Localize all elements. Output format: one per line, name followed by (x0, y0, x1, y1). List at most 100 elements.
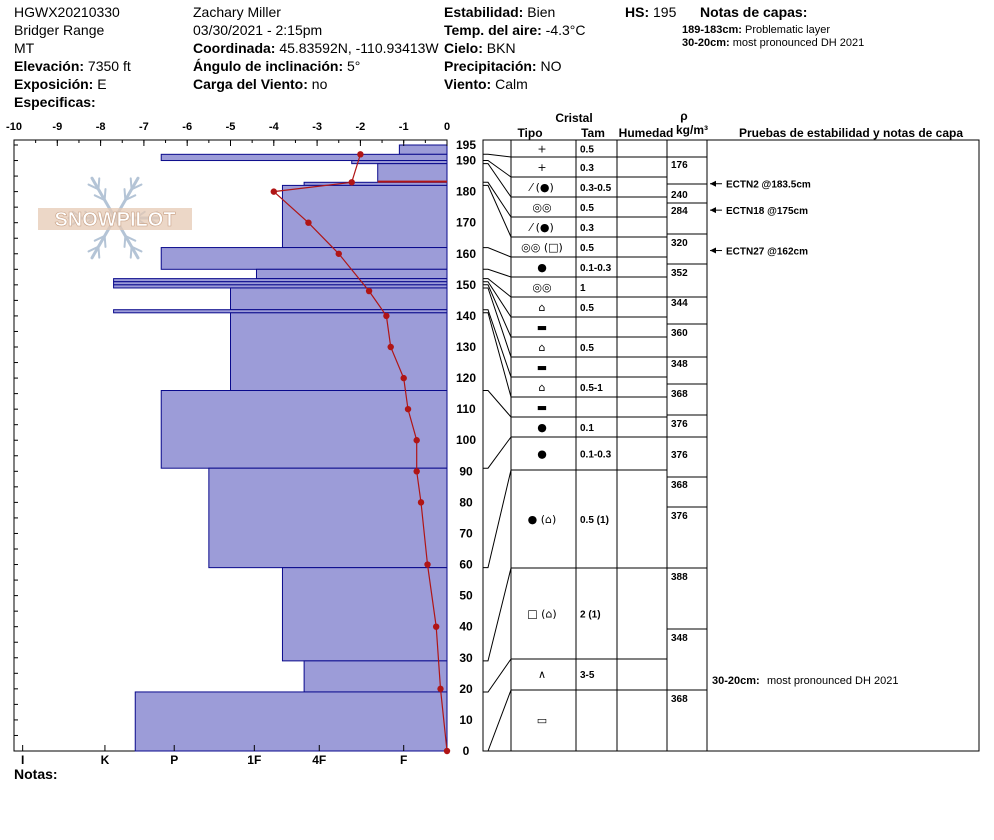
stability-test-arrowhead (710, 180, 716, 187)
grain-type-symbol: ⌂ (539, 301, 546, 314)
grain-size-value: 0.5 (580, 303, 594, 314)
height-axis-tick-label: 120 (456, 371, 476, 385)
col-header-rho-units: kg/m³ (676, 123, 708, 137)
layer-connector-line (483, 469, 512, 569)
grain-size-value: 1 (580, 283, 586, 294)
slope-label: Ángulo de inclinación: (193, 58, 344, 74)
layer-connector-line (483, 390, 512, 418)
height-axis-tick-label: 170 (456, 216, 476, 230)
slope-row: Ángulo de inclinación: 5° (193, 58, 360, 74)
snowflake-branch (87, 245, 100, 253)
col-header-cristal: Cristal (555, 111, 592, 125)
temperature-point (383, 312, 390, 320)
coord-row: Coordinada: 45.83592N, -110.93413W (193, 40, 439, 56)
state-name: MT (14, 40, 35, 56)
temperature-point (413, 437, 420, 444)
layer-note-text: most pronounced DH 2021 (732, 37, 865, 49)
layer-connector-line (483, 184, 512, 238)
wind-load-value: no (311, 76, 328, 92)
layer-note-text: Problematic layer (745, 24, 830, 36)
snowflake-branch (87, 183, 100, 191)
hardness-layer-bar (281, 184, 448, 249)
stability-test-label: ECTN2 @183.5cm (726, 180, 811, 191)
temperature-point (437, 685, 444, 693)
grain-type-symbol: ▬ (537, 321, 547, 334)
temp-axis-tick-label: -3 (312, 121, 322, 133)
snowflake-branch (93, 234, 106, 242)
grain-type-symbol: ● (537, 448, 547, 461)
temp-axis-tick-label: -9 (52, 121, 62, 133)
hardness-layer-bar (303, 660, 448, 693)
stability-value: Bien (527, 4, 556, 20)
grain-size-value: 0.1-0.3 (580, 263, 612, 274)
obs-datetime: 03/30/2021 - 2:15pm (193, 22, 323, 38)
grain-type-symbol: ◎◎ (532, 201, 551, 214)
grain-size-value: 0.5 (580, 203, 594, 214)
temp-axis-tick-label: -6 (182, 121, 192, 133)
layer-connector-line (483, 181, 512, 218)
elevation-label: Elevación: (14, 58, 85, 74)
grain-size-value: 0.3 (580, 223, 594, 234)
logo-text: SNOWPILOT (54, 209, 175, 231)
height-axis-tick-label: 100 (456, 433, 476, 447)
density-value: 376 (671, 419, 688, 430)
specifics-label: Especificas: (14, 94, 96, 110)
height-axis-tick-label: 90 (459, 464, 473, 478)
temperature-point (348, 179, 355, 186)
elevation-value: 7350 ft (87, 58, 131, 74)
hardness-layer-bar (160, 390, 448, 469)
logo-band (38, 208, 192, 230)
density-value: 368 (671, 480, 688, 491)
height-axis-tick-label: 40 (459, 620, 473, 634)
density-value: 284 (671, 206, 688, 217)
table-frame (482, 139, 980, 752)
grain-type-symbol: ⁄ (●) (527, 181, 554, 194)
range-name: Bridger Range (14, 22, 105, 38)
height-axis-tick-label: 0 (463, 744, 470, 758)
precip-value: NO (540, 58, 562, 74)
height-axis-tick-label: 150 (456, 278, 476, 292)
height-axis-tick-label: 70 (459, 526, 473, 540)
wind-load-label: Carga del Viento: (193, 76, 308, 92)
grain-size-value: 0.3 (580, 163, 594, 174)
snowflake-branch (124, 194, 137, 202)
wind-load-row: Carga del Viento: no (193, 76, 327, 92)
station-id: HGWX20210330 (14, 4, 120, 20)
hs-row: HS: 195 (625, 4, 676, 20)
snowflake-branch (93, 194, 106, 202)
temperature-point (387, 343, 394, 351)
layer-connector-line (483, 309, 512, 378)
temperature-point (335, 250, 342, 257)
col-header-tam: Tam (581, 126, 605, 140)
grain-type-symbol: ▬ (537, 401, 547, 414)
stability-test-label: ECTN18 @175cm (726, 206, 808, 217)
air-temp-row: Temp. del aire: -4.3°C (444, 22, 586, 38)
temperature-point (357, 151, 364, 158)
density-value: 176 (671, 160, 688, 171)
grain-size-value: 0.1 (580, 423, 594, 434)
sky-value: BKN (486, 40, 516, 56)
snowflake-branch (130, 245, 143, 253)
grain-type-symbol: ● (⌂) (528, 513, 557, 526)
height-axis-tick-label: 10 (459, 713, 473, 727)
grain-size-value: 0.5 (580, 343, 594, 354)
layer-connector-line (483, 689, 512, 752)
height-axis-tick-label: 50 (459, 589, 473, 603)
height-axis-tick-label: 20 (459, 682, 473, 696)
grain-type-symbol: ◎◎ (532, 281, 551, 294)
sky-row: Cielo: BKN (444, 40, 516, 56)
hs-value: 195 (653, 4, 677, 20)
height-axis-tick-label: 30 (459, 651, 473, 665)
grain-type-symbol: ▭ (537, 714, 547, 727)
col-header-humedad: Humedad (619, 126, 674, 140)
temperature-point (432, 623, 440, 630)
hardness-layer-bar (398, 144, 448, 155)
hardness-axis-label: P (170, 753, 178, 767)
col-header-pruebas: Pruebas de estabilidad y notas de capa (739, 126, 963, 140)
hardness-layer-bar (230, 312, 448, 392)
precip-row: Precipitación: NO (444, 58, 561, 74)
aspect-label: Exposición: (14, 76, 94, 92)
hardness-axis-label: F (400, 753, 407, 767)
snowflake-branch (124, 234, 137, 242)
height-axis-tick-label: 190 (456, 154, 476, 168)
